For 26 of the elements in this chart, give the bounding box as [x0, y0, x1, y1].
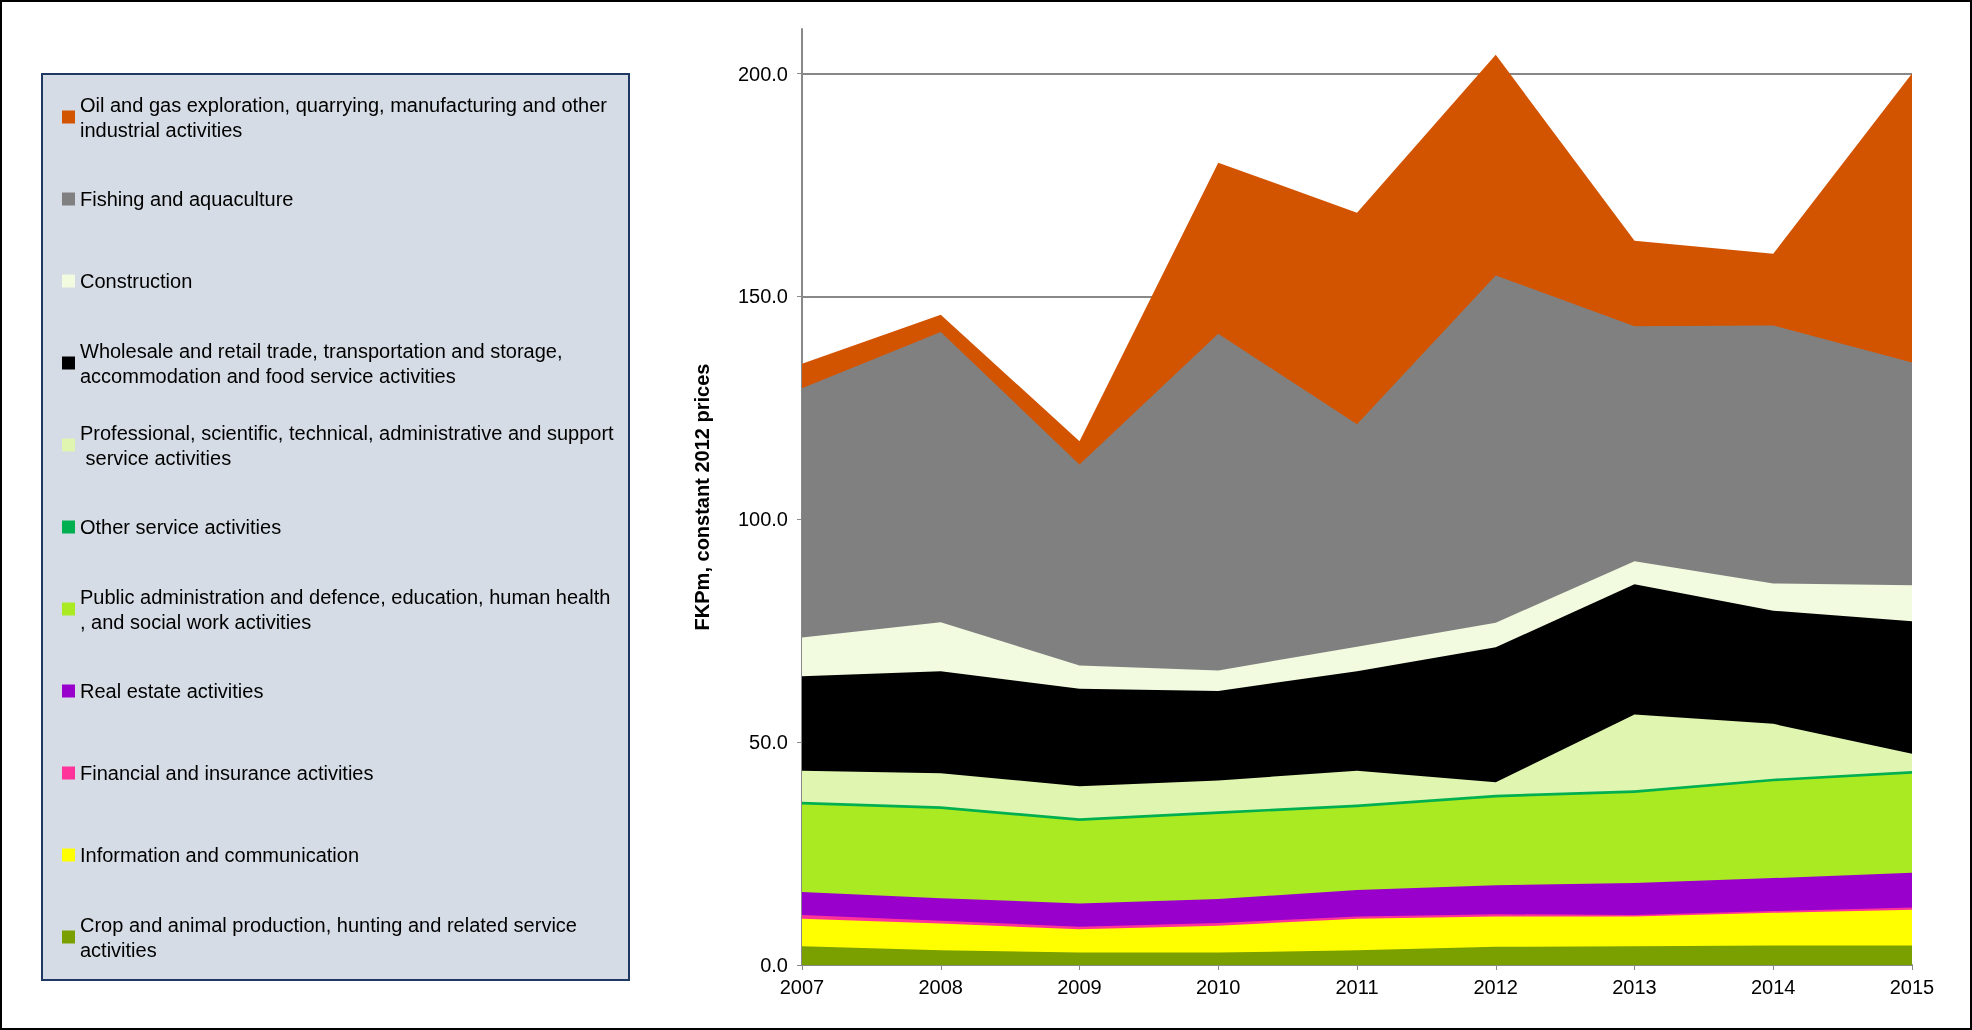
x-tick-label: 2015 [1889, 976, 1935, 998]
legend-label: Oil and gas exploration, quarrying, manufacturing and other industrial activities [80, 93, 613, 141]
x-tick-label: 2012 [1473, 976, 1518, 998]
x-tick-label: 2010 [1196, 976, 1241, 998]
legend-label: Other service activities [80, 516, 282, 538]
legend-label: Professional, scientific, technical, administrative and support service activities [80, 421, 615, 469]
legend-label: Financial and insurance activities [80, 762, 374, 784]
y-tick-label: 100.0 [737, 508, 788, 531]
x-tick-label: 2014 [1751, 976, 1796, 998]
legend-label: Crop and animal production, hunting and related service activities [80, 913, 583, 961]
legend-label: Information and communication [80, 844, 360, 866]
x-tick-label: 2013 [1612, 976, 1657, 998]
y-tick-label: 200.0 [737, 62, 788, 85]
legend-label: Construction [80, 270, 193, 292]
legend-label: Real estate activities [80, 680, 264, 702]
legend-label: Wholesale and retail trade, transportation and storage, accommodation and food service activities [80, 339, 569, 387]
legend-label: Fishing and aquaculture [80, 188, 294, 210]
y-tick-label: 0.0 [760, 954, 788, 976]
y-axis-title: FKPm, constant 2012 prices [691, 363, 713, 631]
x-tick-label: 2011 [1335, 976, 1379, 998]
x-tick-label: 2009 [1057, 976, 1102, 998]
y-tick-label: 150.0 [737, 285, 788, 308]
x-tick-label: 2007 [779, 976, 825, 998]
legend-label: Public administration and defence, education, human health, and social work activities [80, 585, 611, 633]
y-tick-label: 50.0 [749, 731, 788, 754]
x-tick-label: 2008 [918, 976, 963, 998]
